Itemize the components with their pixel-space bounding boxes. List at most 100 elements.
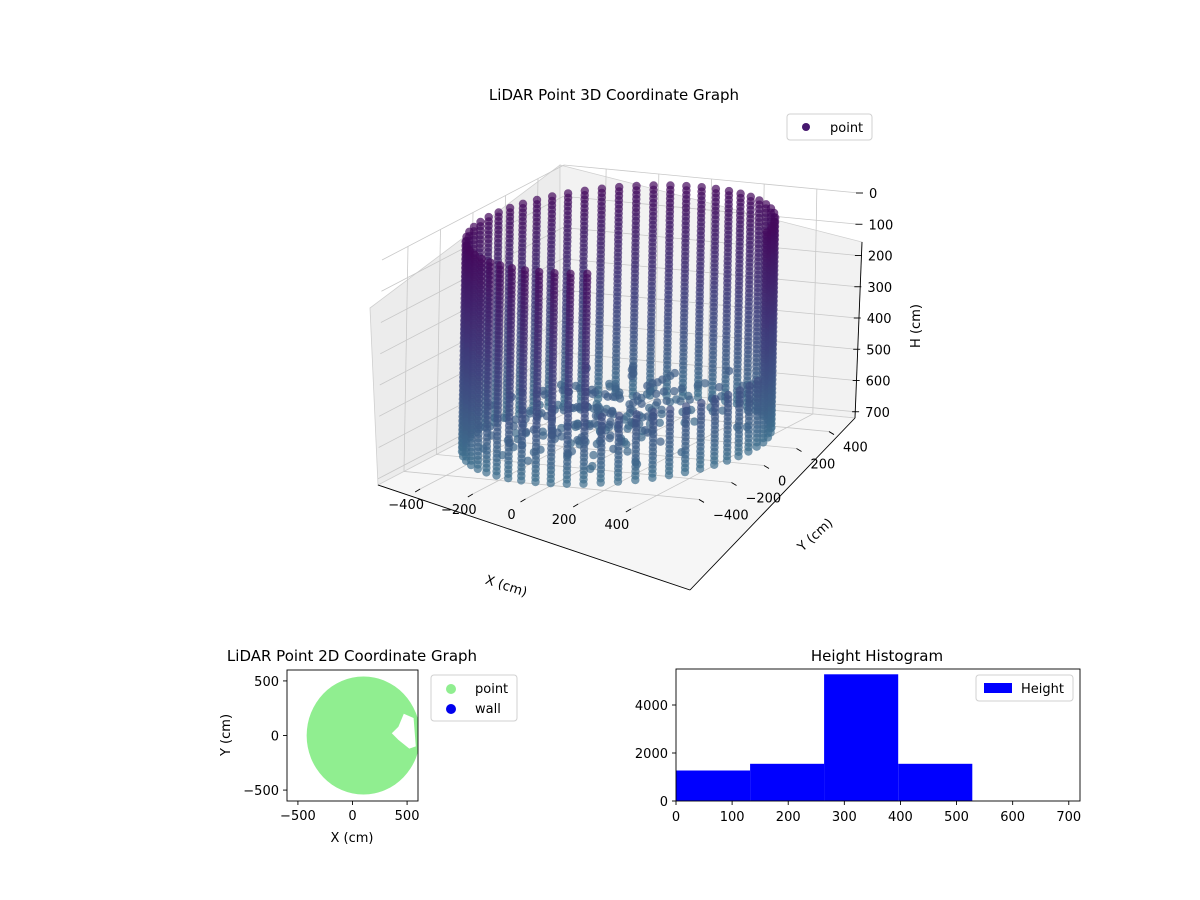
lidar-point-3d bbox=[734, 452, 743, 461]
lidar-point-3d bbox=[606, 409, 615, 418]
y-tick-label-histogram: 4000 bbox=[635, 699, 668, 714]
z-axis-label-3d: H (cm) bbox=[909, 304, 924, 348]
legend-histogram: Height bbox=[975, 674, 1074, 702]
lidar-point-3d bbox=[632, 392, 641, 401]
lidar-point-3d bbox=[657, 405, 666, 414]
lidar-point-3d bbox=[664, 471, 674, 480]
legend-histogram-box bbox=[975, 674, 1074, 702]
z-tick-label-3d: 100 bbox=[868, 218, 893, 233]
y-tick-3d bbox=[763, 465, 770, 469]
lidar-point-3d bbox=[759, 438, 768, 447]
x-tick-label-3d: −400 bbox=[388, 498, 424, 513]
chart-2d: LiDAR Point 2D Coordinate Graph −500 0 500… bbox=[219, 647, 518, 846]
y-tick-label-3d: 400 bbox=[843, 441, 868, 456]
lidar-point-3d bbox=[466, 460, 476, 470]
y-tick-label-3d: 0 bbox=[778, 475, 786, 490]
histogram-bar bbox=[898, 763, 973, 801]
y-tick-3d bbox=[731, 482, 737, 486]
lidar-point-3d bbox=[631, 475, 640, 485]
z-tick-label-3d: 700 bbox=[865, 406, 890, 421]
z-tick-label-3d: 600 bbox=[866, 375, 891, 390]
histogram-title: Height Histogram bbox=[811, 647, 943, 665]
wall-gap-2d bbox=[391, 713, 416, 749]
y-axis-label-3d: Y (cm) bbox=[794, 516, 836, 556]
legend-2d: point wall bbox=[430, 674, 518, 722]
lidar-point-3d bbox=[700, 379, 710, 388]
legend-3d-marker bbox=[802, 123, 810, 131]
lidar-point-3d bbox=[623, 447, 632, 456]
lidar-point-3d bbox=[676, 397, 685, 406]
legend-histogram-label: Height bbox=[1021, 682, 1064, 697]
x-ticks-3d: −400 −200 0 200 400 bbox=[388, 488, 632, 533]
scatter-2d bbox=[306, 676, 418, 795]
x-tick-label-3d: 0 bbox=[507, 508, 515, 523]
y-tick-label-histogram: 2000 bbox=[635, 747, 668, 762]
y-tick-label-histogram: 0 bbox=[660, 795, 668, 810]
lidar-point-3d bbox=[722, 456, 732, 465]
y-tick-label-3d: 200 bbox=[811, 458, 836, 473]
lidar-point-3d bbox=[744, 447, 753, 456]
point-cloud-3d bbox=[457, 181, 780, 488]
x-tick-label-3d: −200 bbox=[441, 503, 477, 518]
lidar-point-3d bbox=[605, 420, 614, 429]
lidar-point-3d bbox=[504, 474, 513, 483]
lidar-point-3d bbox=[546, 479, 555, 488]
lidar-point-3d bbox=[685, 395, 694, 404]
lidar-point-3d bbox=[562, 479, 571, 488]
plot-frame-histogram bbox=[675, 668, 1081, 802]
legend-3d-label: point bbox=[830, 121, 863, 136]
lidar-point-3d bbox=[596, 478, 605, 487]
lidar-point-3d bbox=[539, 431, 548, 440]
x-tick-label-histogram: 500 bbox=[944, 810, 969, 825]
x-ticks-2d: −500 0 500 bbox=[280, 801, 419, 824]
z-tick-label-3d: 0 bbox=[869, 187, 877, 202]
x-tick-3d bbox=[520, 498, 526, 503]
chart-3d: LiDAR Point 3D Coordinate Graph −400 −200… bbox=[369, 86, 924, 600]
x-tick-3d bbox=[625, 508, 632, 513]
lidar-point-3d bbox=[652, 389, 661, 399]
legend-3d-box bbox=[786, 113, 873, 141]
z-tick-label-3d: 300 bbox=[867, 281, 892, 296]
x-tick-label-histogram: 700 bbox=[1056, 810, 1081, 825]
lidar-point-3d bbox=[573, 435, 582, 445]
legend-histogram-swatch bbox=[984, 683, 1012, 693]
x-axis-line bbox=[377, 484, 691, 591]
lidar-point-3d bbox=[605, 434, 614, 443]
x-tick-3d bbox=[467, 493, 474, 498]
lidar-point-3d bbox=[608, 392, 618, 401]
lidar-point-3d bbox=[626, 404, 635, 413]
lidar-point-3d bbox=[648, 473, 657, 482]
x-tick-3d bbox=[414, 488, 421, 493]
x-tick-label-histogram: 300 bbox=[832, 810, 857, 825]
z-tick-label-3d: 200 bbox=[868, 250, 893, 265]
lidar-point-3d bbox=[656, 437, 665, 446]
lidar-point-3d bbox=[637, 399, 646, 408]
lidar-point-3d bbox=[715, 383, 724, 392]
x-ticks-histogram: 0 100 200 300 400 500 600 700 bbox=[672, 801, 1081, 825]
chart-3d-title: LiDAR Point 3D Coordinate Graph bbox=[489, 86, 739, 104]
lidar-point-3d bbox=[523, 456, 533, 465]
lidar-point-3d bbox=[586, 464, 595, 474]
legend-2d-marker-point bbox=[446, 684, 456, 694]
lidar-point-3d bbox=[666, 371, 675, 381]
x-tick-label-histogram: 400 bbox=[888, 810, 913, 825]
lidar-point-3d bbox=[540, 390, 549, 399]
lidar-point-3d bbox=[517, 476, 526, 485]
x-tick-label-histogram: 100 bbox=[720, 810, 745, 825]
lidar-point-3d bbox=[690, 417, 699, 426]
histogram-bar bbox=[750, 763, 825, 801]
lidar-point-3d bbox=[588, 389, 597, 399]
lidar-point-3d bbox=[573, 421, 583, 431]
legend-2d-label-wall: wall bbox=[475, 702, 501, 717]
lidar-point-3d bbox=[670, 387, 679, 396]
point-region-2d bbox=[306, 676, 418, 795]
lidar-point-3d bbox=[677, 384, 686, 393]
lidar-point-3d bbox=[592, 403, 601, 412]
x-tick-label-histogram: 600 bbox=[1000, 810, 1025, 825]
y-ticks-histogram: 0 2000 4000 bbox=[635, 699, 676, 810]
lidar-point-3d bbox=[613, 477, 623, 486]
z-tick-label-3d: 500 bbox=[866, 343, 891, 358]
x-tick-label-2d: 0 bbox=[348, 809, 356, 824]
legend-2d-marker-wall bbox=[446, 704, 456, 714]
